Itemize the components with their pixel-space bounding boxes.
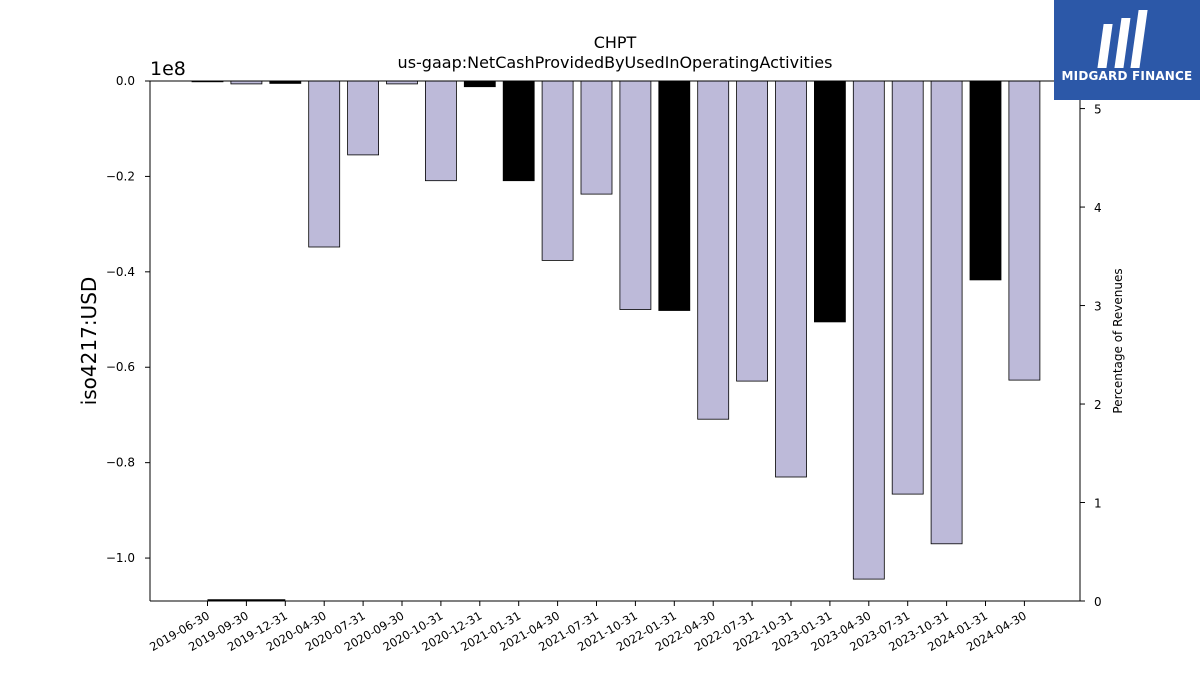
y2-tick-label: 0 [1094,595,1102,609]
bar-2023-10-31 [930,80,963,545]
y2-tick-label: 3 [1094,300,1102,314]
y2-tick-label: 2 [1094,398,1102,412]
chart-subtitle: us-gaap:NetCashProvidedByUsedInOperating… [398,53,833,72]
bar-2023-01-31 [814,80,846,323]
bar-2023-04-30 [852,80,885,580]
y-axis-label: iso4217:USD [77,277,101,406]
bar-2022-04-30 [697,80,730,420]
y-tick-label: −1.0 [106,551,135,565]
chart-title: CHPT [594,33,637,52]
bar-2020-12-31 [463,80,496,88]
bars-group [191,80,1041,580]
y-tick-label: 0.0 [116,74,135,88]
bar-2022-10-31 [775,80,807,478]
x-axis-ticks: 2019-06-302019-09-302019-12-312020-04-30… [147,601,1029,654]
y-tick-label: −0.8 [106,456,135,470]
logo-text: MIDGARD FINANCE [1061,69,1193,83]
y-axis-offset-label: 1e8 [150,58,186,80]
axes-group [149,80,1081,602]
bar-2020-04-30 [308,80,341,248]
bar-2021-04-30 [541,80,574,261]
bar-2022-01-31 [658,80,691,311]
bar-2020-10-31 [424,80,457,182]
y-tick-label: −0.6 [106,360,135,374]
bar-2023-07-31 [891,80,924,495]
y2-axis-ticks: 0 1 2 3 4 5 [1080,103,1102,609]
midgard-finance-logo: MIDGARD FINANCE [1054,0,1200,100]
y-tick-label: −0.2 [106,169,135,183]
y2-tick-label: 4 [1094,201,1102,215]
y2-tick-label: 1 [1094,497,1102,511]
bar-2024-04-30 [1008,80,1041,381]
bar-2022-07-31 [736,80,768,382]
y-axis-ticks: 0.0 −0.2 −0.4 −0.6 −0.8 −1.0 [106,74,150,565]
bar-2021-07-31 [580,80,613,195]
y-tick-label: −0.4 [106,265,135,279]
logo-mark-icon [1097,10,1148,68]
y2-tick-label: 5 [1094,103,1102,117]
bar-2020-07-31 [347,80,380,156]
bar-2024-01-31 [969,80,1002,281]
bar-2021-10-31 [619,80,652,310]
y2-axis-label: Percentage of Revenues [1111,268,1125,413]
bar-2021-01-31 [502,80,535,182]
